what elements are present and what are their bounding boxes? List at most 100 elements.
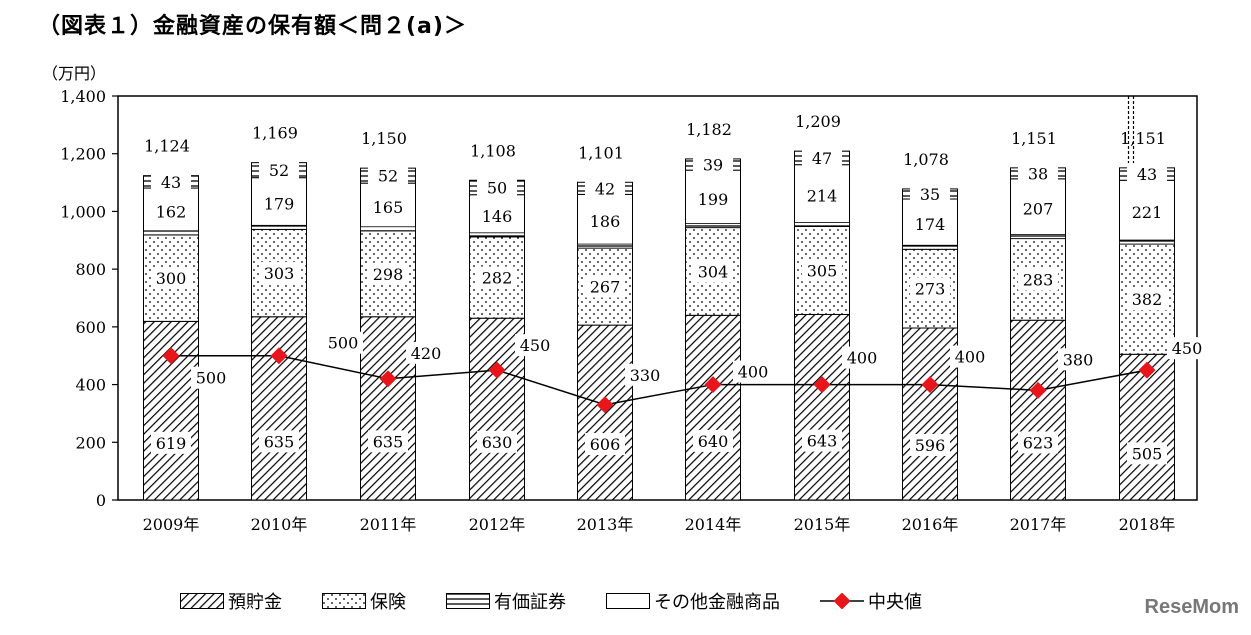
bar-value-label-bg bbox=[693, 260, 733, 283]
x-tick-label: 2012年 bbox=[469, 515, 526, 534]
bar-value-label: 179 bbox=[264, 194, 295, 213]
median-value-label: 500 bbox=[196, 369, 227, 388]
bar-segment-securities bbox=[469, 232, 525, 238]
bar-value-label: 43 bbox=[161, 173, 181, 192]
bar-segment-預貯金 bbox=[143, 320, 199, 501]
plot-area: 0 200 400 600 800 1,000 1,200 1,400 619 300 162 43 1… bbox=[60, 87, 1207, 534]
y-axis-unit: （万円） bbox=[42, 64, 107, 83]
legend-label-savings: 預貯金 bbox=[228, 592, 282, 613]
bar-value-label: 214 bbox=[807, 187, 838, 206]
median-point bbox=[596, 396, 614, 414]
bar-value-label-bg bbox=[477, 176, 517, 199]
bar-value-label: 35 bbox=[920, 185, 940, 204]
y-tick-label: 1,000 bbox=[60, 202, 106, 221]
bar-total-label: 1,169 bbox=[252, 124, 298, 143]
bar-value-label-bg bbox=[693, 429, 733, 452]
bar-value-label-bg bbox=[693, 187, 733, 210]
y-tick-label: 0 bbox=[96, 491, 106, 510]
watermark-logo: ReseMom bbox=[1144, 596, 1239, 618]
bar-segment-securities bbox=[685, 223, 741, 228]
legend-item-median: 中央値 bbox=[820, 588, 922, 614]
bar-value-label-bg bbox=[1127, 288, 1167, 311]
median-value-label: 450 bbox=[1172, 339, 1203, 358]
bar-value-label-bg bbox=[802, 184, 842, 207]
bar-value-label: 162 bbox=[156, 202, 187, 221]
median-point bbox=[921, 376, 939, 394]
bar-value-label: 282 bbox=[482, 269, 513, 288]
x-tick-label: 2013年 bbox=[577, 515, 634, 534]
bar-value-label-bg bbox=[259, 159, 299, 182]
median-value-label: 400 bbox=[847, 349, 878, 368]
bar-value-label: 207 bbox=[1023, 200, 1054, 219]
median-point bbox=[162, 347, 180, 365]
x-tick-label: 2014年 bbox=[685, 515, 742, 534]
y-tick-label: 800 bbox=[75, 260, 106, 279]
median-value-label-bg bbox=[1058, 348, 1098, 371]
bar-total-label: 1,150 bbox=[361, 129, 407, 148]
median-value-label-bg bbox=[191, 366, 231, 389]
y-tick-label: 1,200 bbox=[60, 145, 106, 164]
x-tick-label: 2010年 bbox=[251, 515, 308, 534]
bar-value-label-bg bbox=[585, 275, 625, 298]
bar-value-label: 304 bbox=[698, 262, 729, 281]
median-line bbox=[171, 354, 1148, 406]
bar-value-label-bg bbox=[151, 170, 191, 193]
median-value-label-bg bbox=[515, 334, 555, 357]
bar-value-label-bg bbox=[259, 192, 299, 215]
median-point bbox=[488, 361, 506, 379]
bar-value-label: 42 bbox=[595, 179, 615, 198]
median-point bbox=[704, 376, 722, 394]
bar-value-label: 199 bbox=[698, 190, 729, 209]
bar-value-label-bg bbox=[477, 430, 517, 453]
median-point bbox=[270, 347, 288, 365]
bar-segment-預貯金 bbox=[1010, 319, 1066, 501]
chart-svg: 0 200 400 600 800 1,000 1,200 1,400 619 300 162 43 1… bbox=[60, 87, 1207, 534]
median-value-label: 380 bbox=[1063, 350, 1094, 369]
x-tick-label: 2011年 bbox=[360, 515, 417, 534]
bar-value-label: 186 bbox=[590, 212, 621, 231]
bar-total-label: 1,151 bbox=[1120, 129, 1166, 148]
bar-value-label: 146 bbox=[482, 207, 513, 226]
bar-value-label: 623 bbox=[1023, 433, 1054, 452]
median-value-label-bg bbox=[950, 345, 990, 368]
bar-total-label: 1,124 bbox=[144, 137, 190, 156]
median-value-label-bg bbox=[406, 341, 446, 364]
bar-value-label-bg bbox=[585, 177, 625, 200]
legend: 預貯金 保険 有価証券 その他金融商品 中央値 bbox=[180, 588, 1110, 614]
bar-value-label-bg bbox=[910, 213, 950, 236]
bar-value-label-bg bbox=[477, 204, 517, 227]
bar-segment-securities bbox=[251, 224, 307, 230]
y-tick-label: 200 bbox=[75, 433, 106, 452]
legend-swatch-securities bbox=[446, 593, 490, 609]
bar-value-label-bg bbox=[368, 262, 408, 285]
bar-value-label: 47 bbox=[812, 149, 832, 168]
bar-value-label-bg bbox=[259, 430, 299, 453]
bar-value-label: 382 bbox=[1132, 290, 1163, 309]
legend-item-savings: 預貯金 bbox=[180, 588, 282, 614]
bar-value-label: 273 bbox=[915, 280, 946, 299]
legend-label-insurance: 保険 bbox=[370, 592, 406, 613]
legend-label-other: その他金融商品 bbox=[654, 592, 780, 613]
bar-total-label: 1,151 bbox=[1011, 129, 1057, 148]
bar-value-label: 635 bbox=[264, 432, 295, 451]
bar-value-label-bg bbox=[259, 262, 299, 285]
bar-value-label: 50 bbox=[487, 178, 507, 197]
bar-value-label: 635 bbox=[373, 432, 404, 451]
median-value-label: 400 bbox=[738, 363, 769, 382]
bar-value-label: 505 bbox=[1132, 444, 1163, 463]
y-tick-label: 400 bbox=[75, 376, 106, 395]
median-value-label-bg bbox=[323, 331, 363, 354]
bar-segment-securities bbox=[1010, 234, 1066, 239]
x-tick-label: 2018年 bbox=[1119, 515, 1176, 534]
bar-segment-預貯金 bbox=[902, 327, 958, 501]
chart-title: （図表１）金融資産の保有額＜問２(a)＞ bbox=[38, 14, 467, 39]
y-tick-label: 600 bbox=[75, 318, 106, 337]
bar-value-label-bg bbox=[1127, 442, 1167, 465]
bar-value-label-bg bbox=[802, 259, 842, 282]
bar-value-label-bg bbox=[151, 431, 191, 454]
bar-total-label: 1,108 bbox=[470, 141, 516, 160]
median-value-label-bg bbox=[842, 346, 882, 369]
bar-value-label: 640 bbox=[698, 432, 729, 451]
bar-segment-預貯金 bbox=[794, 313, 850, 501]
legend-label-securities: 有価証券 bbox=[494, 592, 566, 613]
